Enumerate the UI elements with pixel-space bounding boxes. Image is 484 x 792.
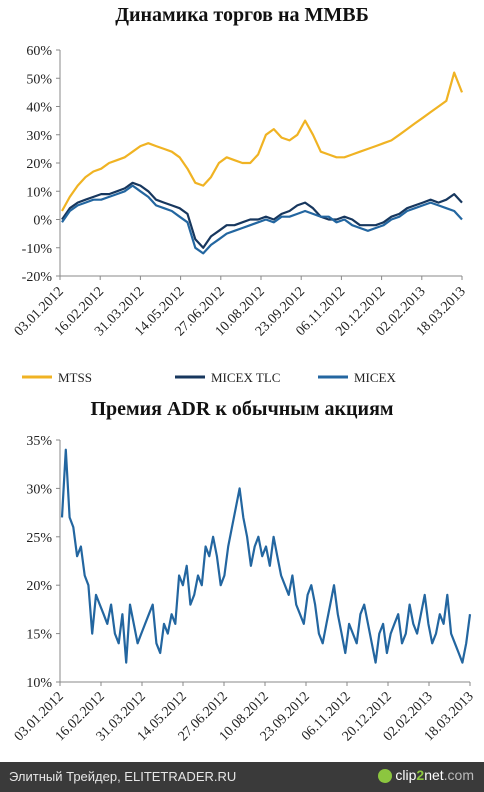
y-tick-label: 20% [26, 579, 52, 594]
y-tick-label: 50% [26, 72, 52, 87]
y-tick-label: 15% [26, 628, 52, 643]
series-line-0 [60, 448, 472, 664]
y-tick-label: 30% [26, 482, 52, 497]
y-tick-label: 10% [26, 185, 52, 200]
y-tick-label: -10% [22, 242, 53, 257]
y-tick-label: 10% [26, 676, 52, 691]
adr-premium-chart: 35%30%25%20%15%10%03.01.201216.02.201231… [12, 434, 477, 744]
y-tick-label: 40% [26, 101, 52, 116]
y-tick-label: 60% [26, 44, 52, 59]
y-tick-label: 25% [26, 531, 52, 546]
legend-item-mtss: MTSS [22, 370, 92, 385]
y-tick-label: 35% [26, 434, 52, 449]
footer-source-text: Элитный Трейдер, ELITETRADER.RU [9, 769, 237, 784]
legend-label: MTSS [58, 370, 92, 385]
legend-label: MICEX TLC [211, 370, 280, 385]
y-tick-label: 0% [33, 214, 52, 229]
series-line-micex-tlc [61, 181, 463, 249]
chart-title-trading-dynamics: Динамика торгов на ММВБ [115, 4, 369, 26]
clip2net-logo: clip2net.com [378, 767, 474, 784]
y-tick-label: -20% [22, 270, 53, 285]
chart-title-adr-premium: Премия ADR к обычным акциям [90, 398, 394, 420]
y-tick-label: 20% [26, 157, 52, 172]
globe-icon [378, 769, 393, 784]
legend-label: MICEX [354, 370, 397, 385]
footer-bar: Элитный Трейдер, ELITETRADER.RU clip2net… [0, 762, 484, 792]
series-line-mtss [61, 71, 464, 212]
series-line-micex [61, 184, 463, 255]
trading-dynamics-chart: 60%50%40%30%20%10%0%-10%-20%03.01.201216… [12, 44, 469, 385]
legend-item-micex: MICEX [318, 370, 397, 385]
y-tick-label: 30% [26, 129, 52, 144]
legend-item-micex-tlc: MICEX TLC [175, 370, 280, 385]
